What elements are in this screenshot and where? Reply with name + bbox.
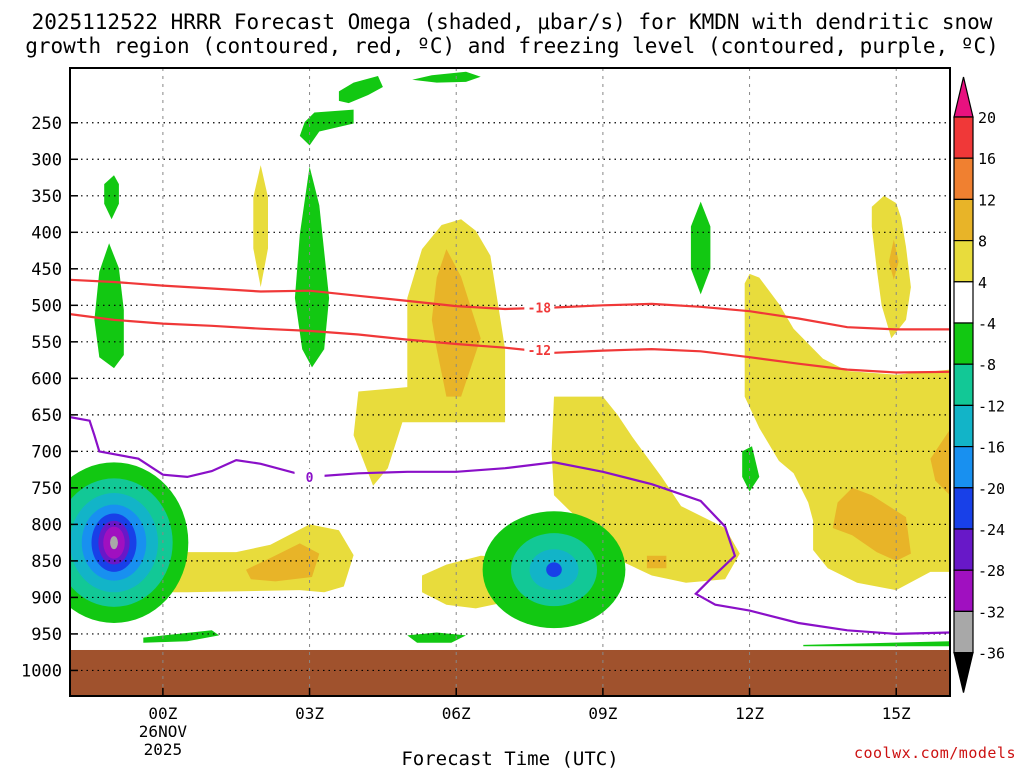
- omega-region-yellow-col-06z: [353, 219, 506, 486]
- omega-region-orange-right-edge: [930, 429, 950, 496]
- y-tick-label: 300: [31, 150, 62, 170]
- dgz-contour-label: -12: [528, 344, 551, 359]
- colorbar-box: [953, 116, 974, 159]
- freezing-label-bg-0: [294, 468, 325, 485]
- colorbar-label: -28: [978, 562, 1005, 580]
- omega-region-orange-col-06z: [431, 249, 481, 397]
- x-tick-label: 12Z: [735, 704, 764, 723]
- colorbar-box: [953, 569, 974, 613]
- omega-region-green-top-06z: [412, 71, 481, 83]
- colorbar-label: -16: [978, 439, 1005, 457]
- x-tick-year: 2025: [144, 740, 183, 759]
- colorbar-label: 12: [978, 191, 996, 209]
- colorbar-box: [953, 487, 974, 530]
- omega-region-yellow-low-01z-03z: [160, 524, 354, 593]
- omega-region-green-12z-spot: [742, 446, 760, 492]
- x-tick-label: 15Z: [882, 704, 911, 723]
- colorbar-box: [953, 363, 974, 407]
- omega-region-green-surface-right: [803, 641, 950, 647]
- colorbar-box: [953, 198, 974, 242]
- dgz-label-bg--18: [524, 299, 555, 316]
- x-tick-date: 26NOV: [139, 722, 188, 741]
- y-tick-label: 350: [31, 187, 62, 207]
- colorbar-box: [953, 240, 974, 283]
- x-tick-label: 03Z: [295, 704, 324, 723]
- colorbar-label: -20: [978, 480, 1005, 498]
- freezing-contour-label: 0: [306, 471, 314, 486]
- y-tick-label: 750: [31, 479, 62, 499]
- y-tick-label: 650: [31, 406, 62, 426]
- x-tick-label: 09Z: [588, 704, 617, 723]
- colorbar-box: [953, 322, 974, 365]
- freezing-contour-line-0: [70, 416, 950, 636]
- colorbar-top-arrow: [953, 76, 974, 118]
- y-tick-label: 550: [31, 333, 62, 353]
- omega-region-green-low-tail: [143, 630, 220, 643]
- omega-region-yellow-streak-02z: [253, 165, 268, 288]
- y-tick-label: 950: [31, 625, 62, 645]
- colorbar-label: 16: [978, 150, 996, 168]
- y-tick-label: 500: [31, 296, 62, 316]
- chart-title-line1: 2025112522 HRRR Forecast Omega (shaded, …: [31, 10, 993, 34]
- y-tick-label: 900: [31, 588, 62, 608]
- colorbar-label: -12: [978, 397, 1005, 415]
- dgz-contour-label: -18: [528, 302, 552, 317]
- colorbar-label: -36: [978, 645, 1005, 663]
- y-tick-label: 850: [31, 552, 62, 572]
- colorbar-label: 4: [978, 274, 987, 292]
- colorbar-label: -8: [978, 356, 996, 374]
- omega-region-yellow-right-large: [744, 273, 950, 591]
- dgz-label-bg--12: [524, 341, 555, 358]
- omega-region-green-col-11z: [690, 201, 711, 295]
- omega-region-orange-right-lower: [832, 487, 911, 561]
- colorbar-label: -32: [978, 603, 1005, 621]
- ground-surface: [70, 649, 950, 696]
- colorbar-label: -24: [978, 521, 1005, 539]
- colorbar-box: [953, 610, 974, 654]
- core-08z-ring-3: [546, 562, 562, 577]
- omega-region-green-upper-03z: [299, 109, 354, 146]
- y-tick-label: 450: [31, 260, 62, 280]
- omega-region-green-streak-04z: [338, 76, 383, 104]
- core-pre00z-ring-7: [110, 536, 118, 550]
- credit-link[interactable]: coolwx.com/models: [853, 744, 1016, 762]
- dgz-contour-line--18: [70, 278, 950, 331]
- colorbar-box: [953, 404, 974, 448]
- colorbar-box: [953, 157, 974, 200]
- omega-region-green-low-small-06z: [407, 632, 466, 643]
- y-tick-label: 1000: [21, 661, 62, 681]
- y-tick-label: 600: [31, 369, 62, 389]
- x-tick-label: 00Z: [148, 704, 177, 723]
- omega-region-orange-09z-spot: [646, 555, 667, 569]
- x-tick-label: 06Z: [442, 704, 471, 723]
- omega-region-green-col-03z: [294, 166, 330, 368]
- colorbar-label: 8: [978, 233, 987, 251]
- omega-region-orange-low-03z: [246, 543, 320, 582]
- x-axis-label: Forecast Time (UTC): [401, 748, 618, 768]
- dgz-contour-line--12: [70, 313, 950, 374]
- colorbar-label: -4: [978, 315, 996, 333]
- colorbar-box: [953, 446, 974, 489]
- plot-frame: [69, 67, 951, 697]
- colorbar-label: 20: [978, 109, 996, 127]
- y-tick-label: 800: [31, 515, 62, 535]
- colorbar-box: [953, 281, 974, 324]
- omega-region-green-col-pre00z-upper: [104, 175, 119, 220]
- y-tick-label: 400: [31, 223, 62, 243]
- y-tick-label: 700: [31, 442, 62, 462]
- colorbar-box: [953, 528, 974, 571]
- colorbar-bottom-arrow: [953, 651, 974, 693]
- y-tick-label: 250: [31, 114, 62, 134]
- chart-title-line2: growth region (contoured, red, ºC) and f…: [25, 34, 999, 58]
